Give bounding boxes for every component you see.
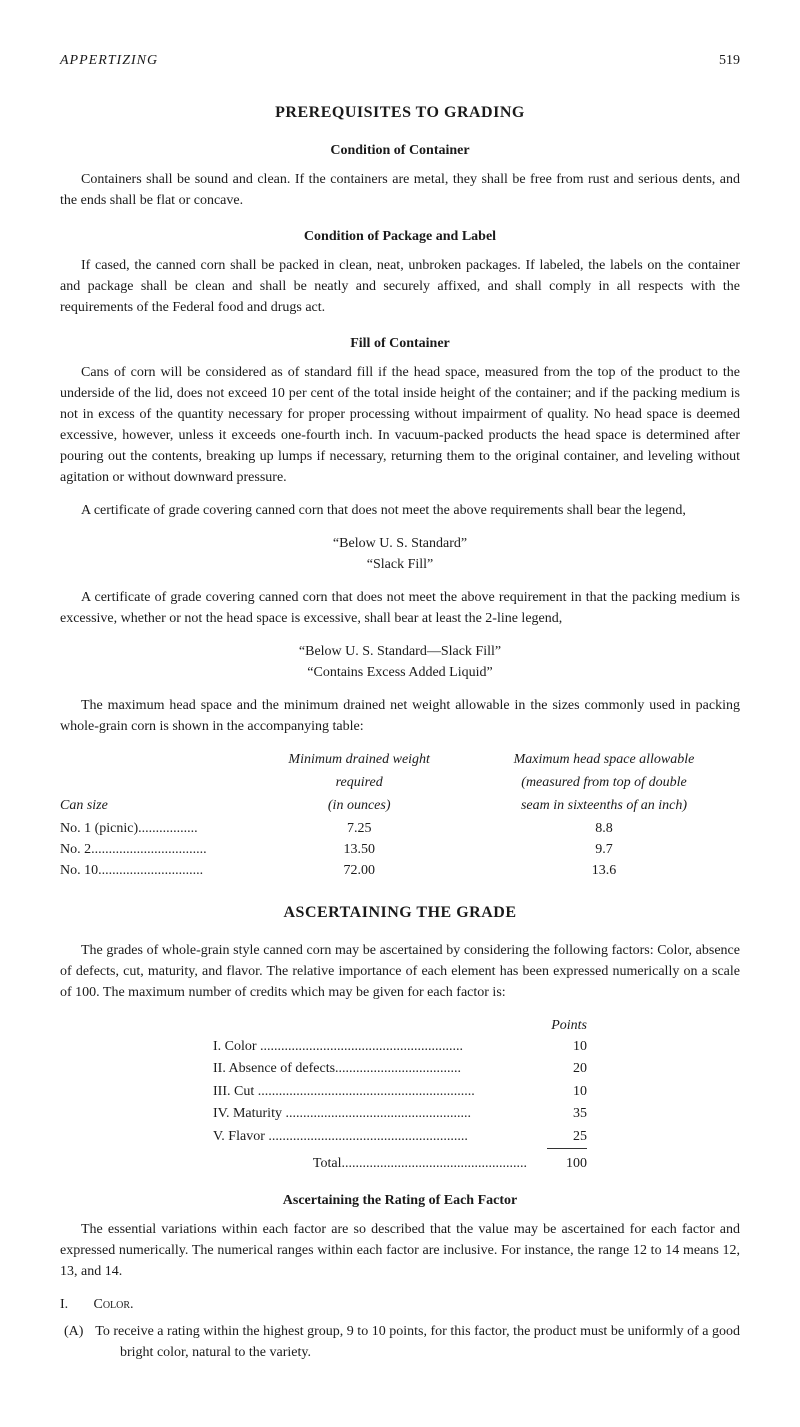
points-label: V. Flavor ..............................…: [213, 1126, 537, 1148]
points-value: 35: [537, 1103, 587, 1125]
subheading-package-label: Condition of Package and Label: [60, 226, 740, 247]
points-value: 25: [537, 1126, 587, 1148]
para-rating-intro: The essential variations within each fac…: [60, 1219, 740, 1282]
table-h-col3-l1: Maximum head space allowable: [468, 749, 740, 770]
page-number: 519: [719, 50, 740, 71]
points-row: II. Absence of defects..................…: [213, 1058, 587, 1080]
total-label: Total...................................…: [213, 1153, 537, 1175]
para-cert-legend-intro1: A certificate of grade covering canned c…: [60, 500, 740, 521]
para-fill-container: Cans of corn will be considered as of st…: [60, 362, 740, 488]
table-header-row1: Minimum drained weight Maximum head spac…: [60, 749, 740, 770]
factor-name: Color.: [94, 1297, 134, 1312]
points-label: III. Cut ...............................…: [213, 1081, 537, 1103]
table-cell: 8.8: [468, 818, 740, 839]
table-cell: No. 1 (picnic).................: [60, 818, 250, 839]
table-cell: 13.6: [468, 860, 740, 881]
table-cell: No. 2.................................: [60, 839, 250, 860]
sub-item-text: To receive a rating within the highest g…: [95, 1324, 740, 1360]
subheading-container-condition: Condition of Container: [60, 140, 740, 161]
points-row: V. Flavor ..............................…: [213, 1126, 587, 1148]
running-header: APPERTIZING 519: [60, 50, 740, 71]
table-cell: No. 10..............................: [60, 860, 250, 881]
points-table: Points I. Color ........................…: [213, 1015, 587, 1175]
table-cell: 7.25: [250, 818, 468, 839]
para-grade-intro: The grades of whole-grain style canned c…: [60, 940, 740, 1003]
sub-item-a: (A) To receive a rating within the highe…: [120, 1321, 740, 1363]
points-divider: [547, 1148, 587, 1149]
legend2-line1: “Below U. S. Standard—Slack Fill”: [60, 641, 740, 662]
points-row: IV. Maturity ...........................…: [213, 1103, 587, 1125]
points-header: Points: [213, 1015, 587, 1036]
para-package-label: If cased, the canned corn shall be packe…: [60, 255, 740, 318]
legend1-line2: “Slack Fill”: [60, 554, 740, 575]
table-row: No. 2................................. 1…: [60, 839, 740, 860]
head-space-table: Minimum drained weight Maximum head spac…: [60, 749, 740, 881]
points-total-row: Total...................................…: [213, 1153, 587, 1175]
roman-numeral: I.: [60, 1294, 90, 1315]
points-label: I. Color ...............................…: [213, 1036, 537, 1058]
points-label: IV. Maturity ...........................…: [213, 1103, 537, 1125]
para-container-condition: Containers shall be sound and clean. If …: [60, 169, 740, 211]
table-h-col2-l2: required: [250, 772, 468, 793]
points-value: 20: [537, 1058, 587, 1080]
points-header-label: Points: [527, 1015, 587, 1036]
table-header-row2: required (measured from top of double: [60, 772, 740, 793]
table-header-row3: Can size (in ounces) seam in sixteenths …: [60, 795, 740, 816]
section-heading-grade: ASCERTAINING THE GRADE: [60, 901, 740, 925]
para-cert-legend-intro2: A certificate of grade covering canned c…: [60, 587, 740, 629]
legend-block-2: “Below U. S. Standard—Slack Fill” “Conta…: [60, 641, 740, 683]
table-cell: 13.50: [250, 839, 468, 860]
points-value: 10: [537, 1036, 587, 1058]
total-value: 100: [537, 1153, 587, 1175]
table-cell: 72.00: [250, 860, 468, 881]
table-h-col3-l3: seam in sixteenths of an inch): [468, 795, 740, 816]
legend1-line1: “Below U. S. Standard”: [60, 533, 740, 554]
subheading-fill-container: Fill of Container: [60, 333, 740, 354]
subheading-rating-factor: Ascertaining the Rating of Each Factor: [60, 1190, 740, 1211]
factor-item-color: I. Color.: [60, 1294, 740, 1315]
table-h-col1: Can size: [60, 795, 250, 816]
points-label: II. Absence of defects..................…: [213, 1058, 537, 1080]
para-table-intro: The maximum head space and the minimum d…: [60, 695, 740, 737]
table-row: No. 1 (picnic)................. 7.25 8.8: [60, 818, 740, 839]
table-h-col2-l3: (in ounces): [250, 795, 468, 816]
table-h-col3-l2: (measured from top of double: [468, 772, 740, 793]
section-heading-prerequisites: PREREQUISITES TO GRADING: [60, 101, 740, 125]
table-h-col2-l1: Minimum drained weight: [250, 749, 468, 770]
points-row: I. Color ...............................…: [213, 1036, 587, 1058]
table-cell: 9.7: [468, 839, 740, 860]
legend2-line2: “Contains Excess Added Liquid”: [60, 662, 740, 683]
points-row: III. Cut ...............................…: [213, 1081, 587, 1103]
table-row: No. 10.............................. 72.…: [60, 860, 740, 881]
legend-block-1: “Below U. S. Standard” “Slack Fill”: [60, 533, 740, 575]
header-title: APPERTIZING: [60, 50, 158, 71]
points-value: 10: [537, 1081, 587, 1103]
